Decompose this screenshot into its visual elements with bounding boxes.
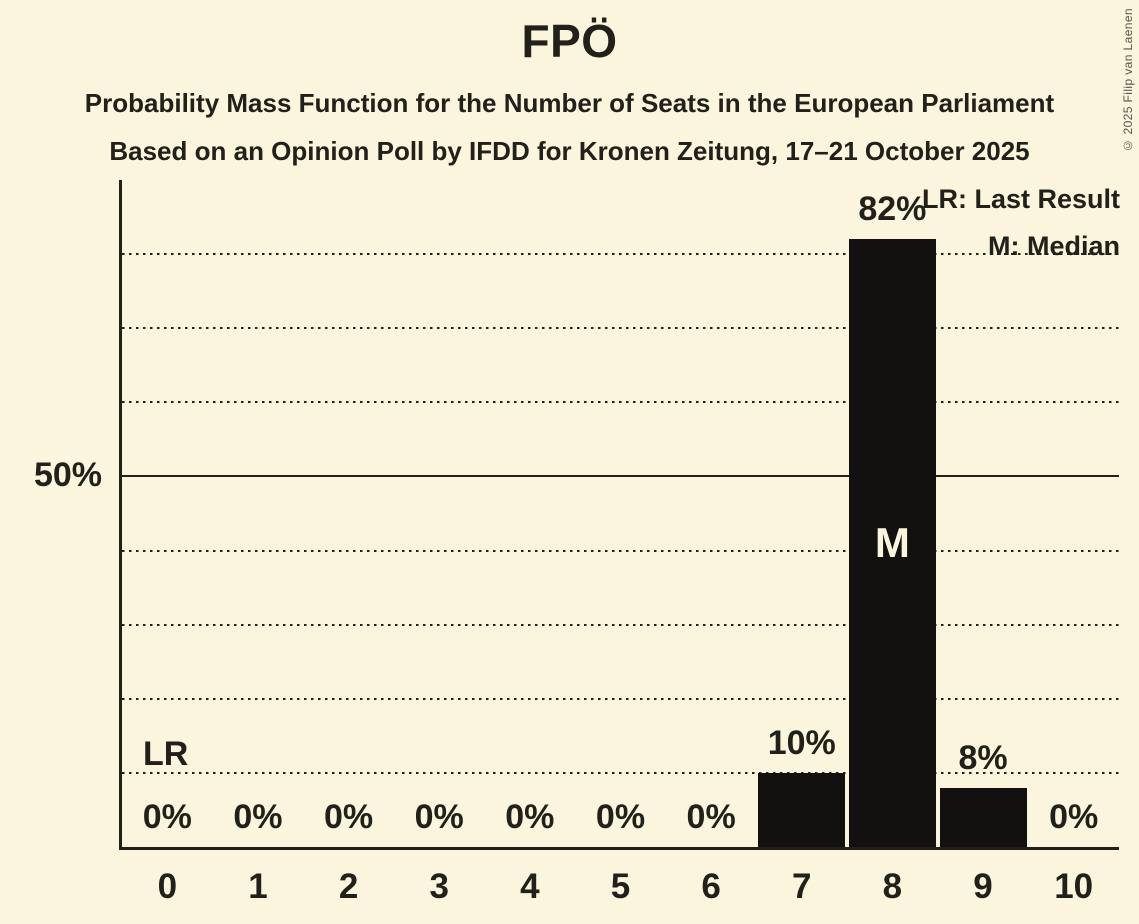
x-tick-label-7: 7 xyxy=(792,867,812,906)
gridline-solid-50 xyxy=(122,474,1119,478)
x-tick-label-1: 1 xyxy=(248,867,268,906)
y-axis-line xyxy=(119,180,122,850)
gridline-dotted xyxy=(122,623,1119,626)
x-tick-label-2: 2 xyxy=(338,867,359,906)
last-result-marker: LR xyxy=(143,734,189,773)
bar-value-label-seat-6: 0% xyxy=(686,798,736,836)
median-marker: M xyxy=(874,519,910,567)
gridline-dotted xyxy=(122,771,1119,774)
chart-title: FPÖ xyxy=(521,15,618,67)
legend-median: M: Median xyxy=(988,231,1120,261)
x-tick-label-5: 5 xyxy=(610,867,631,906)
x-tick-label-9: 9 xyxy=(973,867,993,906)
bar-value-label-seat-1: 0% xyxy=(233,798,283,836)
bar-value-label-seat-3: 0% xyxy=(414,798,464,836)
bar-value-label-seat-10: 0% xyxy=(1049,798,1099,836)
gridline-dotted xyxy=(122,697,1119,700)
y-axis-tick-label: 50% xyxy=(33,456,102,494)
gridline-dotted xyxy=(122,549,1119,552)
copyright-credit: © 2025 Filip van Laenen xyxy=(1121,8,1135,153)
gridline-dotted xyxy=(122,327,1119,330)
x-tick-label-10: 10 xyxy=(1054,867,1094,906)
x-tick-label-6: 6 xyxy=(701,867,721,906)
x-tick-label-0: 0 xyxy=(157,867,178,906)
x-axis-labels: 0 1 2 3 4 5 6 7 8 9 10 xyxy=(122,866,1119,908)
bar-value-label-seat-0: 0% xyxy=(142,798,192,836)
chart-subtitle-line1: Probability Mass Function for the Number… xyxy=(84,88,1055,118)
legend-last-result: LR: Last Result xyxy=(921,184,1120,214)
x-tick-label-4: 4 xyxy=(520,867,540,906)
x-tick-label-8: 8 xyxy=(882,867,903,906)
gridline-dotted xyxy=(122,253,1119,256)
bar-value-label-seat-9: 8% xyxy=(958,738,1008,777)
bar-seat-8: M xyxy=(848,239,936,847)
bar-value-label-seat-5: 0% xyxy=(595,798,646,836)
x-tick-label-3: 3 xyxy=(429,867,449,906)
gridline-dotted xyxy=(122,401,1119,404)
plot-area: 0% LR 0% 0% 0% 0% 0% 0% 10% M 82% 8% 0% xyxy=(122,180,1119,847)
x-axis-line xyxy=(119,847,1119,850)
chart-subtitle-line2: Based on an Opinion Poll by IFDD for Kro… xyxy=(109,136,1030,166)
bar-value-label-seat-7: 10% xyxy=(767,723,836,762)
bar-value-label-seat-2: 0% xyxy=(324,798,374,836)
bar-value-label-seat-4: 0% xyxy=(505,798,555,836)
bar-seat-9 xyxy=(939,787,1027,847)
bar-value-label-seat-8: 82% xyxy=(858,190,927,229)
bar-seat-7 xyxy=(758,772,846,847)
